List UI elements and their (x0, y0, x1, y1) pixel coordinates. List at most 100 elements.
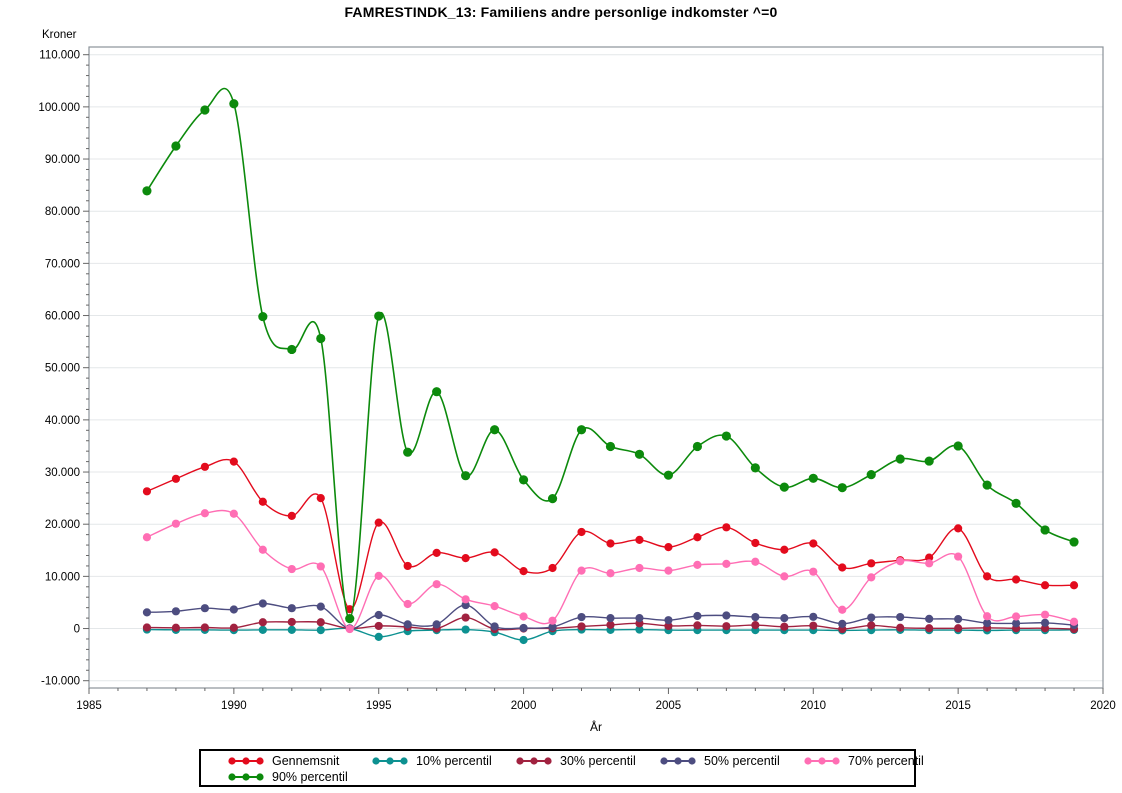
data-point-70-percentil (345, 624, 354, 634)
x-tick-label: 2015 (945, 700, 971, 712)
data-point-50-percentil (1040, 618, 1050, 627)
data-point-90-percentil (866, 470, 876, 480)
data-point-gennemsnit (693, 533, 702, 542)
x-tick-label: 1995 (366, 700, 392, 712)
legend-label: 90% percentil (272, 770, 348, 784)
data-point-10-percentil (461, 625, 470, 634)
data-point-90-percentil (142, 186, 152, 196)
data-point-50-percentil (287, 604, 296, 613)
y-tick-label: 100.000 (38, 102, 80, 114)
x-tick-label: 2000 (511, 700, 537, 712)
data-point-90-percentil (634, 449, 645, 459)
data-point-50-percentil (751, 612, 760, 622)
data-point-70-percentil (171, 519, 181, 528)
data-point-30-percentil (171, 623, 181, 632)
data-point-gennemsnit (635, 535, 644, 544)
data-point-gennemsnit (838, 563, 847, 572)
data-point-70-percentil (954, 552, 963, 561)
data-point-70-percentil (896, 557, 905, 566)
data-point-50-percentil (519, 623, 528, 633)
legend-marker (228, 773, 264, 781)
data-point-90-percentil (895, 454, 905, 464)
data-point-30-percentil (925, 624, 934, 633)
data-point-30-percentil (751, 621, 760, 630)
legend-label: Gennemsnit (272, 754, 340, 768)
data-point-70-percentil (722, 559, 731, 568)
data-point-90-percentil (1040, 525, 1050, 535)
series-line-gennemsnit (146, 458, 1075, 610)
data-point-50-percentil (403, 620, 412, 629)
data-point-50-percentil (925, 614, 934, 623)
data-point-70-percentil (258, 545, 267, 554)
data-point-90-percentil (837, 483, 847, 493)
y-tick-label: 60.000 (45, 311, 80, 323)
data-point-gennemsnit (722, 523, 731, 532)
data-point-70-percentil (693, 560, 702, 569)
data-point-70-percentil (635, 563, 644, 573)
legend-item-10-percentil: 10% percentil (371, 753, 492, 769)
data-point-30-percentil (316, 618, 325, 627)
data-point-10-percentil (258, 625, 267, 634)
data-point-50-percentil (983, 618, 992, 628)
data-point-gennemsnit (258, 497, 267, 506)
data-point-90-percentil (1069, 537, 1079, 547)
chart-legend: Gennemsnit 10% percentil 30% percentil 50% … (199, 749, 924, 787)
data-point-90-percentil (576, 425, 587, 435)
data-point-30-percentil (461, 613, 470, 622)
y-axis-title: Kroner (42, 29, 77, 41)
data-point-50-percentil (722, 611, 731, 620)
data-point-70-percentil (809, 567, 818, 576)
data-point-70-percentil (316, 562, 325, 571)
legend-item-30-percentil: 30% percentil (515, 753, 636, 769)
data-point-gennemsnit (432, 548, 441, 557)
data-point-gennemsnit (983, 572, 992, 581)
data-point-90-percentil (1011, 498, 1021, 508)
series-line-90-percentil (146, 87, 1075, 620)
data-point-90-percentil (403, 447, 413, 457)
data-point-50-percentil (316, 602, 325, 611)
y-tick-label: 0 (74, 624, 80, 636)
data-point-50-percentil (867, 613, 876, 622)
data-point-gennemsnit (171, 474, 181, 483)
data-point-gennemsnit (1011, 575, 1021, 584)
data-point-70-percentil (925, 559, 934, 568)
data-point-30-percentil (954, 624, 963, 633)
data-point-gennemsnit (1040, 581, 1050, 590)
data-point-90-percentil (518, 475, 529, 485)
data-point-90-percentil (374, 311, 384, 321)
data-point-gennemsnit (954, 524, 963, 533)
data-point-70-percentil (1011, 612, 1021, 621)
data-point-70-percentil (490, 602, 499, 611)
data-point-30-percentil (374, 621, 383, 631)
data-point-50-percentil (229, 605, 238, 614)
data-point-70-percentil (432, 580, 441, 589)
y-tick-label: 20.000 (45, 519, 80, 531)
data-point-gennemsnit (780, 545, 789, 554)
data-point-30-percentil (867, 621, 876, 630)
data-point-70-percentil (200, 509, 209, 518)
data-point-gennemsnit (606, 539, 615, 548)
data-point-30-percentil (258, 618, 267, 627)
data-point-30-percentil (722, 622, 731, 631)
x-tick-label: 2020 (1090, 700, 1116, 712)
data-point-10-percentil (287, 625, 296, 634)
data-point-90-percentil (692, 441, 703, 452)
data-point-70-percentil (374, 571, 383, 580)
data-point-70-percentil (838, 605, 847, 614)
legend-label: 50% percentil (704, 754, 780, 768)
data-point-gennemsnit (287, 511, 296, 520)
data-point-70-percentil (403, 599, 412, 609)
data-point-gennemsnit (200, 462, 209, 471)
data-point-70-percentil (229, 509, 238, 518)
data-point-70-percentil (664, 566, 673, 575)
data-point-90-percentil (171, 141, 181, 151)
data-point-gennemsnit (229, 457, 238, 466)
data-point-90-percentil (432, 387, 442, 397)
x-tick-label: 2010 (800, 700, 826, 712)
data-point-50-percentil (780, 614, 789, 623)
legend-marker (372, 757, 408, 765)
data-point-30-percentil (200, 623, 209, 632)
legend-marker (516, 757, 552, 765)
data-point-gennemsnit (142, 487, 152, 496)
data-point-30-percentil (809, 621, 818, 630)
